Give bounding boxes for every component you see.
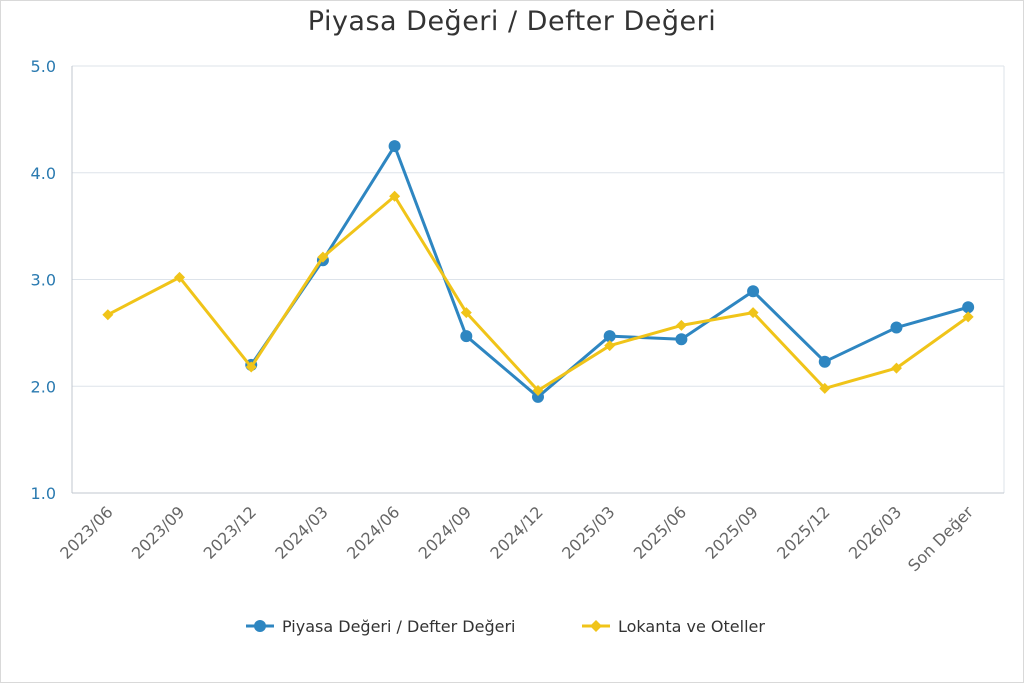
series-point bbox=[102, 309, 114, 321]
x-tick-label: 2024/09 bbox=[415, 502, 475, 562]
series-point bbox=[819, 382, 831, 394]
y-tick-label: 1.0 bbox=[31, 484, 56, 503]
x-tick-label: 2024/06 bbox=[343, 502, 403, 562]
series-point bbox=[675, 333, 688, 346]
x-tick-label: 2026/03 bbox=[845, 502, 905, 562]
series-point bbox=[317, 251, 329, 263]
series-point bbox=[532, 385, 544, 397]
series-point bbox=[604, 340, 616, 352]
series-point bbox=[174, 271, 186, 283]
series-point bbox=[245, 361, 257, 373]
legend-label: Piyasa Değeri / Defter Değeri bbox=[282, 617, 515, 636]
y-tick-label: 5.0 bbox=[31, 57, 56, 76]
series-point bbox=[890, 362, 902, 374]
y-tick-label: 4.0 bbox=[31, 164, 56, 183]
x-tick-label: 2023/06 bbox=[56, 502, 116, 562]
series-point bbox=[675, 319, 687, 331]
series-point bbox=[962, 311, 974, 323]
x-tick-label: 2025/06 bbox=[630, 502, 690, 562]
series-point bbox=[890, 321, 903, 334]
y-tick-label: 3.0 bbox=[31, 271, 56, 290]
x-tick-label: 2023/09 bbox=[128, 502, 188, 562]
x-tick-label: 2025/03 bbox=[558, 502, 618, 562]
series-point bbox=[532, 390, 544, 403]
x-tick-label: Son Değer bbox=[904, 502, 977, 575]
series-point bbox=[747, 307, 759, 319]
series-point bbox=[962, 301, 975, 314]
legend-label: Lokanta ve Oteller bbox=[618, 617, 765, 636]
series-point bbox=[747, 285, 760, 298]
series-point bbox=[460, 330, 473, 343]
legend-marker bbox=[254, 620, 266, 632]
x-tick-label: 2023/12 bbox=[200, 502, 260, 562]
chart-title: Piyasa Değeri / Defter Değeri bbox=[307, 6, 717, 37]
series-point bbox=[818, 355, 831, 368]
series-point bbox=[388, 140, 401, 153]
x-tick-label: 2024/12 bbox=[486, 502, 546, 562]
y-tick-label: 2.0 bbox=[31, 377, 56, 396]
x-tick-label: 2025/09 bbox=[701, 502, 761, 562]
x-tick-label: 2024/03 bbox=[271, 502, 331, 562]
series-point bbox=[603, 330, 616, 343]
series-line bbox=[107, 194, 970, 393]
series-point bbox=[389, 190, 401, 202]
x-tick-label: 2025/12 bbox=[773, 502, 833, 562]
legend-marker bbox=[590, 620, 602, 632]
series-point bbox=[460, 307, 472, 319]
series-line bbox=[249, 144, 969, 399]
